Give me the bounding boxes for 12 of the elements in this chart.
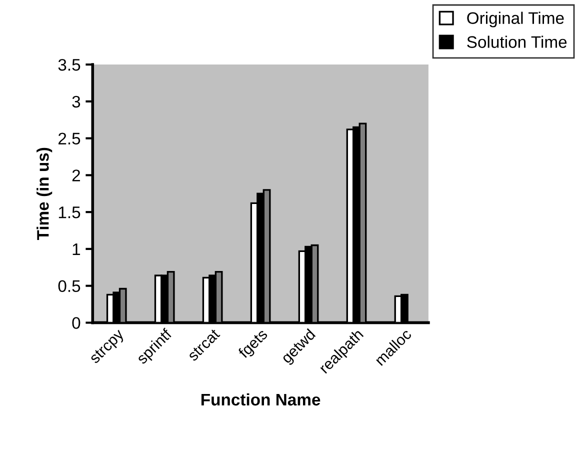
- y-tick-label: 3: [72, 96, 80, 108]
- y-tick-label: 3.5: [58, 58, 80, 71]
- y-tick-label: 1.5: [58, 206, 80, 218]
- y-tick-label: 1: [72, 244, 80, 255]
- legend-label: Solution Time: [467, 36, 567, 48]
- x-axis-title: Function Name: [201, 393, 320, 406]
- legend-label: Original Time: [467, 12, 564, 28]
- y-tick-label: 0: [72, 317, 80, 329]
- y-tick-label: 2: [72, 170, 80, 182]
- y-tick-label: 0.5: [58, 280, 80, 292]
- y-tick-label: 2.5: [58, 132, 80, 145]
- y-axis-title: Time (in us): [36, 148, 52, 240]
